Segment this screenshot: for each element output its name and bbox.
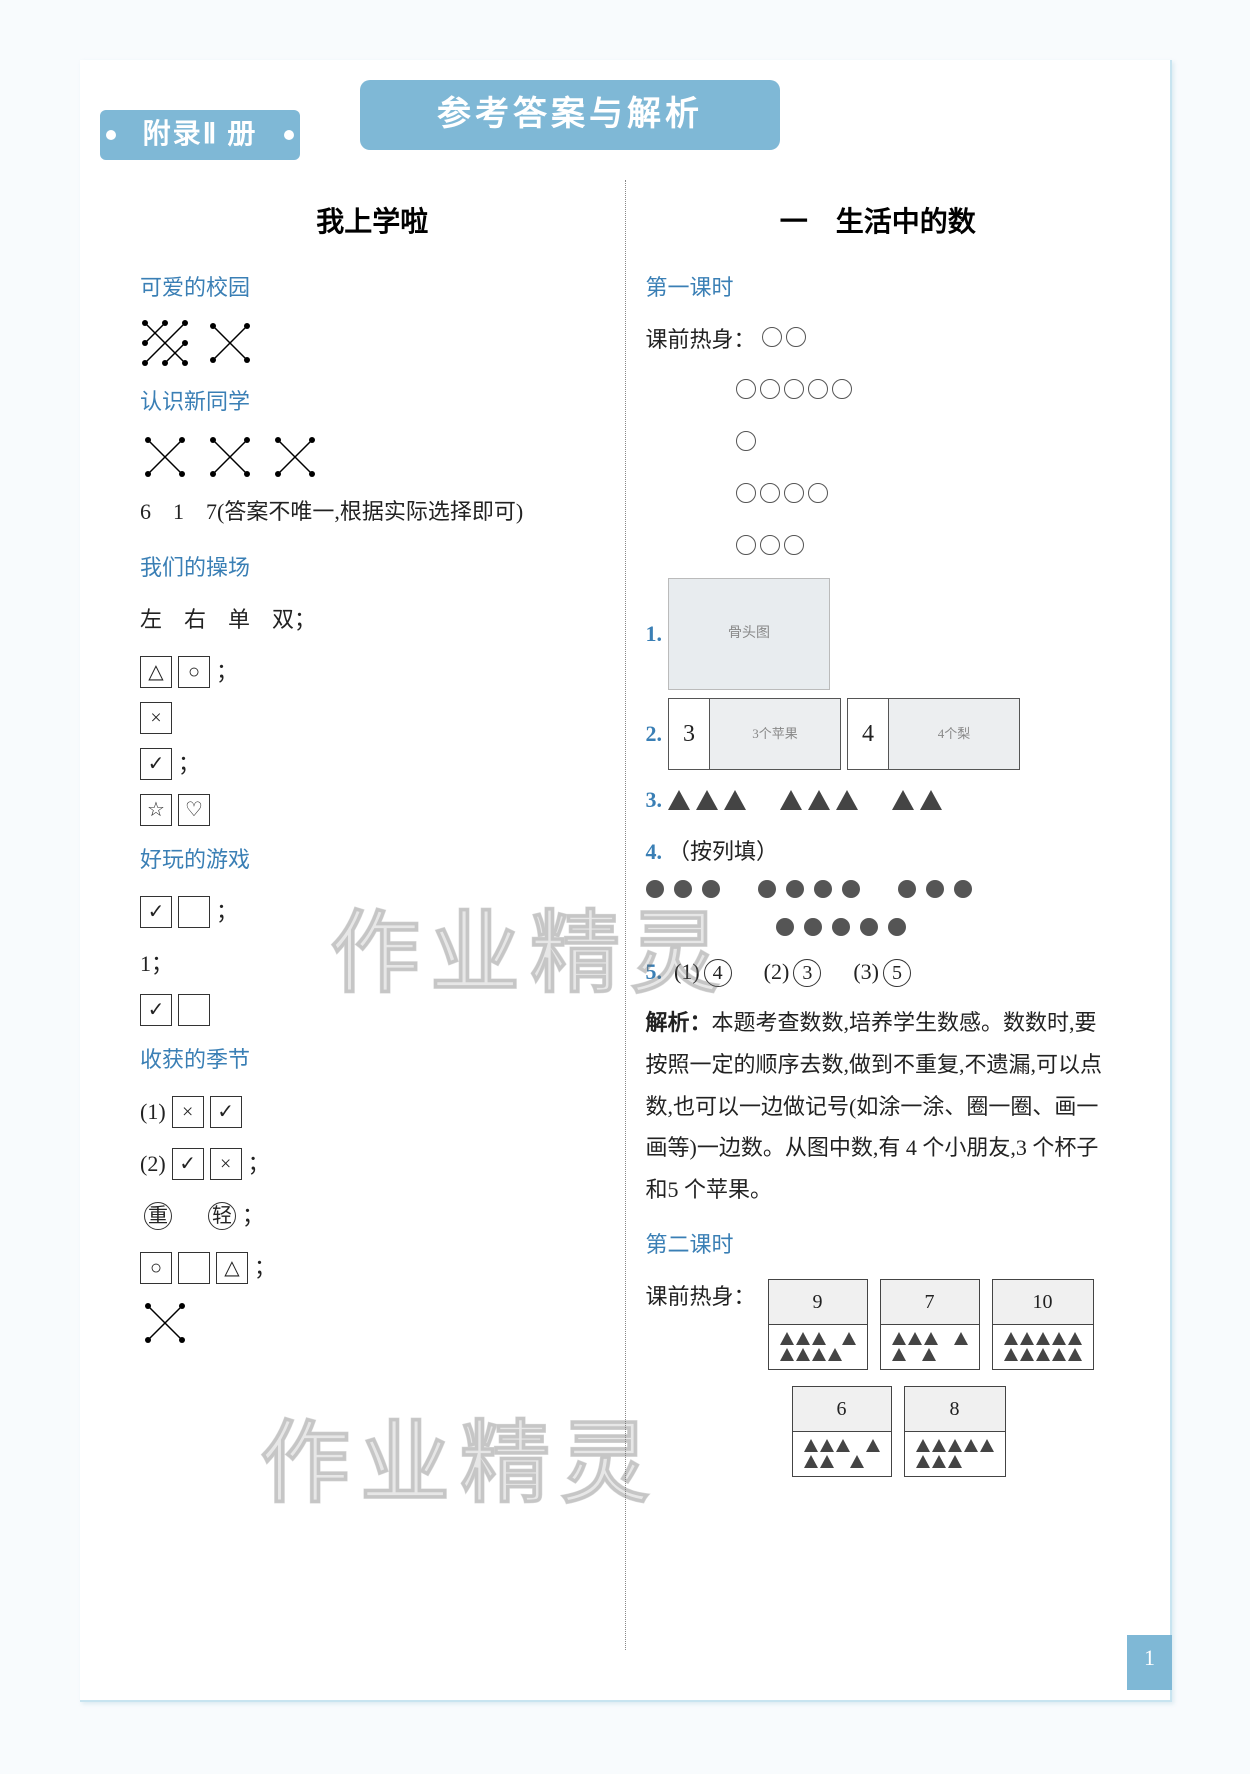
q5: 5. (1)4 (2)3 (3)5	[646, 950, 1111, 994]
section-playground: 我们的操场	[140, 546, 605, 590]
section-campus: 可爱的校园	[140, 266, 605, 310]
check-icon: ✓	[140, 994, 172, 1026]
q2-label: (2)	[140, 1142, 166, 1186]
explain-label: 解析：	[646, 1010, 712, 1035]
q4-label: 4.	[646, 830, 663, 874]
x-icon: ×	[172, 1096, 204, 1128]
page-number: 1	[1127, 1635, 1172, 1690]
section-classmates: 认识新同学	[140, 380, 605, 424]
warmup-label: 课前热身：	[646, 318, 756, 362]
playground-shapes-2: ×	[140, 702, 605, 734]
playground-shapes-4: ☆ ♡	[140, 794, 605, 826]
light-circle: 轻	[208, 1202, 236, 1230]
lesson1-heading: 第一课时	[646, 266, 1111, 310]
x-icon: ×	[140, 702, 172, 734]
triangle-icon: △	[216, 1252, 248, 1284]
harvest-heavy-light: 重 轻；	[140, 1194, 605, 1238]
q1: 1. 骨头图	[646, 578, 1111, 690]
games-row-2: ✓	[140, 994, 605, 1026]
check-icon: ✓	[140, 896, 172, 928]
fruit-num: 3	[669, 699, 710, 769]
section-games: 好玩的游戏	[140, 838, 605, 882]
q2: 2. 3 3个苹果 4 4个梨	[646, 698, 1111, 770]
q5-label: 5.	[646, 950, 663, 994]
fruit-box-2: 4 4个梨	[847, 698, 1020, 770]
lesson2-boxes-bot: 68	[646, 1382, 1111, 1481]
section-harvest: 收获的季节	[140, 1038, 605, 1082]
harvest-x	[140, 1298, 605, 1348]
check-icon: ✓	[172, 1148, 204, 1180]
star-icon: ☆	[140, 794, 172, 826]
fruit-image: 4个梨	[889, 699, 1019, 769]
harvest-2: (2) ✓ ×；	[140, 1142, 605, 1186]
fruit-box-1: 3 3个苹果	[668, 698, 841, 770]
games-mid: 1；	[140, 942, 605, 986]
playground-line1: 左 右 单 双；	[140, 598, 605, 642]
lesson2-heading: 第二课时	[646, 1223, 1111, 1267]
circle-group	[762, 318, 810, 362]
circle-icon: ○	[140, 1252, 172, 1284]
left-column: 我上学啦 可爱的校园 认识新同	[120, 180, 626, 1650]
answer-note: 6 1 7(答案不唯一,根据实际选择即可)	[140, 490, 605, 534]
q1-label: 1.	[646, 612, 663, 656]
playground-shapes-3: ✓；	[140, 742, 605, 786]
circle-row-2	[646, 370, 1111, 414]
triangle-groups	[668, 790, 942, 810]
q3: 3.	[646, 778, 1111, 822]
square-icon	[178, 1252, 210, 1284]
check-icon: ✓	[210, 1096, 242, 1128]
explanation: 解析：本题考查数数,培养学生数感。数数时,要按照一定的顺序去数,做到不重复,不遗…	[646, 1002, 1111, 1211]
q3-label: 3.	[646, 778, 663, 822]
q4-hint: （按列填）	[668, 830, 778, 874]
games-row-1: ✓ ；	[140, 890, 605, 934]
right-column: 一 生活中的数 第一课时 课前热身： 1. 骨头图 2. 3 3个苹果	[626, 180, 1131, 1650]
dot-row	[776, 918, 910, 936]
q4-row2	[646, 912, 1111, 942]
left-title: 我上学啦	[140, 195, 605, 251]
title-tab: 参考答案与解析	[360, 80, 780, 150]
circle-row-3	[646, 422, 1111, 466]
content-columns: 我上学啦 可爱的校园 认识新同	[120, 180, 1130, 1650]
q1-label: (1)	[140, 1090, 166, 1134]
heart-icon: ♡	[178, 794, 210, 826]
fruit-image: 3个苹果	[710, 699, 840, 769]
square-icon	[178, 896, 210, 928]
playground-shapes-1: △ ○；	[140, 650, 605, 694]
dot-patterns-2	[140, 432, 605, 482]
fruit-num: 4	[848, 699, 889, 769]
count-boxes-bot: 68	[786, 1382, 1012, 1481]
harvest-1: (1) × ✓	[140, 1090, 605, 1134]
lesson2-warmup: 课前热身： 9710	[646, 1275, 1111, 1374]
page: 附录Ⅱ 册 参考答案与解析 我上学啦 可爱的校园	[80, 60, 1172, 1702]
q4: 4. （按列填）	[646, 830, 1111, 904]
harvest-shapes: ○ △；	[140, 1246, 605, 1290]
check-icon: ✓	[140, 748, 172, 780]
warmup-label-2: 课前热身：	[646, 1275, 756, 1319]
q2-label: 2.	[646, 712, 663, 756]
x-icon: ×	[210, 1148, 242, 1180]
dot-patterns-1	[140, 318, 605, 368]
right-title: 一 生活中的数	[646, 195, 1111, 251]
heavy-circle: 重	[144, 1202, 172, 1230]
circle-icon: ○	[178, 656, 210, 688]
dot-groups	[646, 880, 976, 898]
count-boxes-top: 9710	[762, 1275, 1100, 1374]
appendix-tab: 附录Ⅱ 册	[100, 110, 300, 160]
warmup-row: 课前热身：	[646, 318, 1111, 362]
q5-answers: (1)4 (2)3 (3)5	[668, 950, 937, 994]
triangle-icon: △	[140, 656, 172, 688]
square-icon	[178, 994, 210, 1026]
circle-row-4	[646, 474, 1111, 518]
explain-text: 本题考查数数,培养学生数感。数数时,要按照一定的顺序去数,做到不重复,不遗漏,可…	[646, 1010, 1103, 1202]
bones-image: 骨头图	[668, 578, 830, 690]
circle-row-5	[646, 526, 1111, 570]
